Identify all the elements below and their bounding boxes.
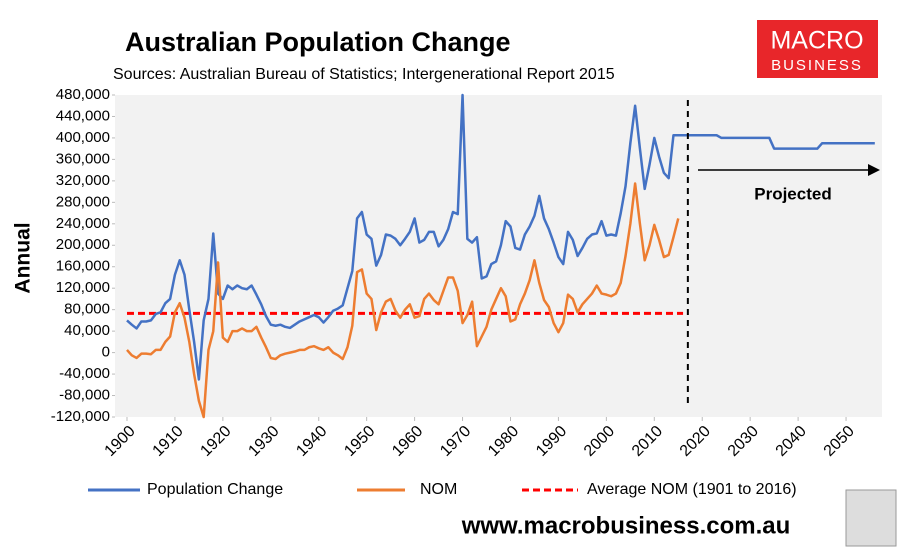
y-tick-label: 200,000 — [56, 236, 110, 253]
chart-subtitle: Sources: Australian Bureau of Statistics… — [113, 66, 615, 83]
projection-arrowhead — [868, 164, 880, 176]
y-tick-label: 240,000 — [56, 215, 110, 232]
x-tick-label: 1980 — [485, 423, 522, 460]
chart-title: Australian Population Change — [125, 27, 511, 57]
x-tick-label: 2000 — [581, 423, 618, 460]
legend-label: NOM — [420, 481, 457, 498]
x-tick-label: 1940 — [293, 423, 330, 460]
y-tick-label: 0 — [102, 344, 110, 361]
logo-background — [757, 20, 878, 78]
series-line — [126, 182, 680, 419]
x-tick-label: 2030 — [725, 423, 762, 460]
x-tick-label: 1990 — [533, 423, 570, 460]
y-tick-label: 80,000 — [64, 301, 110, 318]
legend-label: Average NOM (1901 to 2016) — [587, 481, 797, 498]
y-tick-label: 320,000 — [56, 172, 110, 189]
y-tick-label: -80,000 — [59, 387, 110, 404]
x-tick-label: 1910 — [150, 423, 187, 460]
y-axis-label: Annual — [12, 222, 35, 293]
projection-label: Projected — [754, 184, 831, 203]
x-tick-label: 1920 — [197, 423, 234, 460]
x-tick-label: 2010 — [629, 423, 666, 460]
wolf-logo — [845, 489, 897, 547]
y-tick-label: 400,000 — [56, 129, 110, 146]
x-tick-label: 2040 — [773, 423, 810, 460]
x-tick-label: 2020 — [677, 423, 714, 460]
series-line — [126, 93, 875, 381]
x-tick-label: 1970 — [437, 423, 474, 460]
x-tick-label: 1960 — [389, 423, 426, 460]
y-tick-label: -120,000 — [51, 408, 110, 425]
y-tick-label: 480,000 — [56, 86, 110, 103]
logo-top: MACRO — [770, 27, 863, 55]
y-tick-label: 440,000 — [56, 107, 110, 124]
y-tick-label: -40,000 — [59, 365, 110, 382]
y-tick-label: 120,000 — [56, 279, 110, 296]
x-tick-label: 1950 — [341, 423, 378, 460]
x-tick-label: 1930 — [245, 423, 282, 460]
x-tick-label: 2050 — [821, 423, 858, 460]
legend-label: Population Change — [147, 481, 283, 498]
logo-bottom: BUSINESS — [771, 57, 863, 74]
y-tick-label: 40,000 — [64, 322, 110, 339]
website: www.macrobusiness.com.au — [461, 512, 791, 539]
y-tick-label: 160,000 — [56, 258, 110, 275]
y-tick-label: 280,000 — [56, 193, 110, 210]
x-tick-label: 1900 — [102, 423, 139, 460]
y-tick-label: 360,000 — [56, 150, 110, 167]
